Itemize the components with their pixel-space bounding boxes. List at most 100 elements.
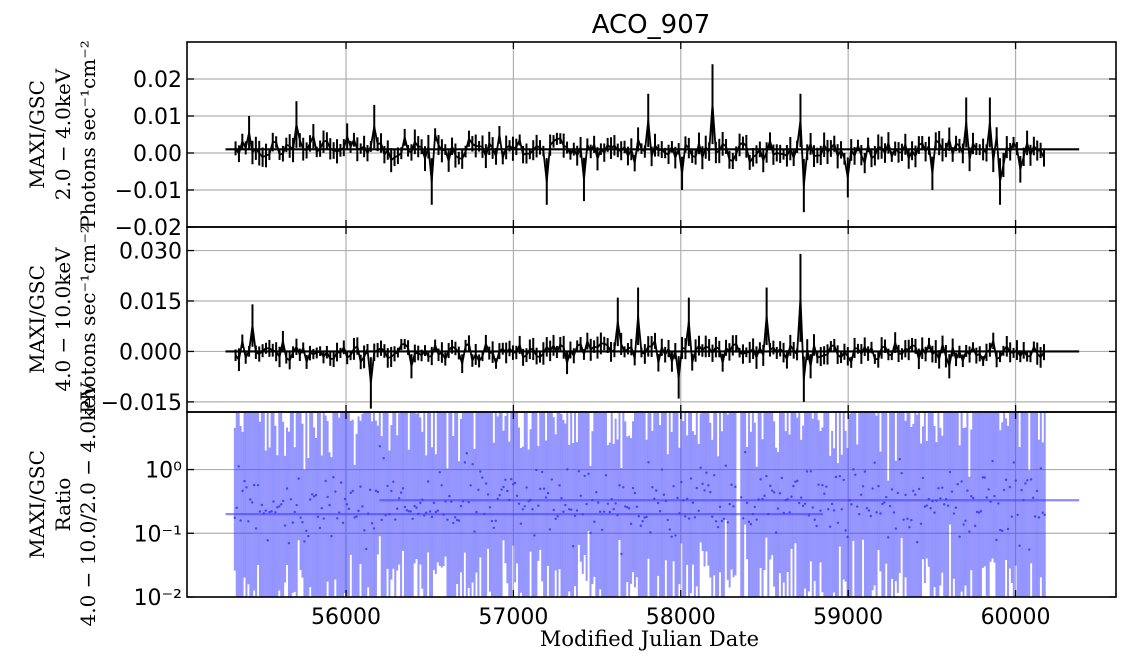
series-segment	[410, 353, 416, 367]
ratio-point	[873, 461, 876, 464]
ratio-point	[950, 490, 954, 493]
ratio-point	[305, 529, 308, 533]
ratio-point	[396, 507, 399, 510]
series-segment	[444, 149, 450, 162]
ratio-point	[691, 501, 695, 504]
series-segment	[809, 344, 815, 367]
series-segment	[542, 150, 548, 182]
series-segment	[999, 164, 1005, 182]
series-segment	[342, 136, 349, 148]
ratio-point	[1001, 529, 1004, 532]
ratio-point	[707, 484, 710, 487]
ratio-point	[597, 501, 600, 504]
ratio-point	[799, 496, 803, 499]
ratio-point	[314, 493, 318, 497]
series-segment	[840, 149, 846, 160]
ratio-point	[902, 518, 905, 521]
ratio-point	[668, 528, 671, 531]
series-segment	[1019, 156, 1025, 170]
ratio-point	[929, 507, 932, 510]
series-segment	[593, 345, 598, 349]
ratio-point	[981, 476, 985, 479]
series-segment	[323, 139, 328, 143]
ratio-point	[370, 522, 374, 525]
ratio-point	[796, 479, 799, 483]
ratio-point	[811, 506, 814, 509]
ratio-point	[726, 521, 729, 524]
x-axis-label: Modified Julian Date	[540, 627, 759, 651]
ratio-point	[649, 531, 652, 534]
ratio-point	[805, 470, 809, 473]
ratio-point	[747, 520, 751, 524]
series-segment	[667, 146, 673, 155]
ratio-point	[780, 476, 784, 480]
ratio-point	[798, 501, 801, 505]
series-segment	[495, 134, 501, 157]
ratio-point	[939, 497, 942, 500]
ratio-point	[656, 501, 660, 505]
ratio-point	[542, 487, 546, 490]
ytick-label: 0.000	[119, 340, 182, 365]
series-segment	[935, 139, 940, 144]
ratio-point	[741, 517, 745, 520]
series-segment	[657, 347, 663, 363]
series-segment	[731, 153, 738, 162]
ratio-point	[312, 495, 316, 498]
ratio-point	[278, 505, 281, 508]
ratio-point	[376, 490, 380, 494]
ratio-point	[906, 517, 909, 520]
series-segment	[292, 124, 298, 151]
series-segment	[522, 152, 527, 156]
series-segment	[474, 354, 480, 362]
ratio-point	[852, 468, 855, 471]
ratio-point	[365, 547, 368, 551]
ratio-point	[318, 526, 322, 530]
ratio-point	[919, 522, 923, 525]
ratio-point	[330, 535, 333, 538]
series-segment	[715, 346, 720, 350]
series-segment	[755, 347, 761, 358]
series-segment	[586, 340, 592, 351]
ratio-point	[473, 530, 476, 533]
ratio-point	[714, 520, 718, 523]
series-segment	[643, 120, 650, 152]
series-segment	[684, 321, 690, 349]
ratio-point	[510, 477, 513, 481]
series-segment	[867, 144, 873, 159]
ratio-point	[846, 535, 849, 539]
series-segment	[394, 351, 399, 355]
series-segment	[427, 146, 433, 182]
series-segment	[752, 153, 758, 158]
ratio-point	[641, 519, 644, 523]
ratio-point	[1026, 479, 1029, 482]
series-segment	[593, 144, 599, 159]
ratio-point	[962, 523, 965, 526]
series-segment	[1039, 351, 1045, 358]
ratio-point	[987, 488, 990, 491]
ratio-point	[299, 516, 302, 519]
ratio-point	[515, 494, 519, 498]
ratio-point	[345, 503, 349, 506]
ratio-point	[390, 489, 393, 493]
ratio-point	[235, 506, 238, 510]
series-segment	[996, 356, 1001, 360]
series-segment	[972, 143, 978, 150]
series-segment	[346, 354, 352, 359]
ratio-point	[243, 479, 246, 483]
series-segment	[965, 122, 971, 160]
series-segment	[830, 344, 835, 347]
series-segment	[539, 352, 545, 358]
series-segment	[522, 354, 527, 359]
ratio-point	[291, 521, 295, 524]
ratio-point	[697, 509, 700, 512]
series-segment	[596, 342, 602, 349]
ratio-point	[535, 468, 538, 472]
panel-top: −0.02 −0.01 0.00 0.01 0.02 MAXI/GSC 2.0 − 4.0k…	[25, 40, 1117, 241]
series-segment	[843, 158, 849, 178]
series-segment	[705, 345, 710, 349]
ratio-point	[879, 512, 882, 515]
series-segment	[820, 354, 825, 358]
ratio-point	[237, 465, 240, 468]
xtick-label: 60000	[981, 605, 1051, 630]
ratio-point	[718, 505, 722, 509]
